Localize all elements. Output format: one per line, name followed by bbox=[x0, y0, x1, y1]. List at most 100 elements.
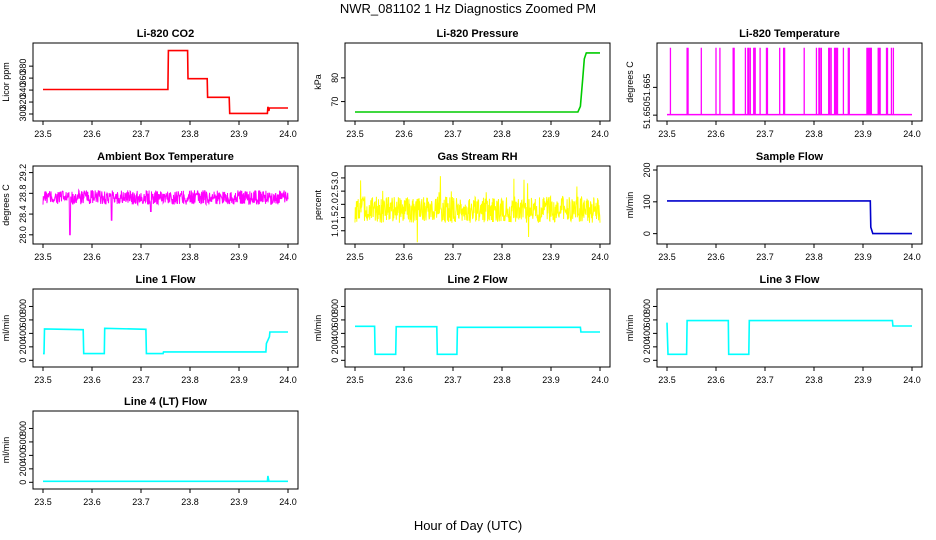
series-line bbox=[667, 200, 912, 235]
panel-1: Li-820 CO2 Licor ppm 23.5 23.6 23.7 23.8 23.9 2… bbox=[1, 28, 299, 139]
y-tick-label: 600 bbox=[642, 312, 652, 327]
panel-title: Li-820 Pressure bbox=[437, 28, 519, 40]
x-tick-label: 24.0 bbox=[279, 497, 297, 507]
x-tick-label: 23.6 bbox=[707, 129, 725, 139]
figure-title: NWR_081102 1 Hz Diagnostics Zoomed PM bbox=[339, 1, 597, 16]
x-tick-label: 23.7 bbox=[444, 252, 462, 262]
x-tick-label: 23.9 bbox=[230, 129, 248, 139]
x-tick-label: 24.0 bbox=[279, 375, 297, 385]
panel-title: Line 1 Flow bbox=[136, 274, 196, 286]
y-tick-label: 320 bbox=[18, 95, 28, 110]
series-line bbox=[43, 475, 288, 483]
y-axis-label: percent bbox=[313, 189, 323, 220]
y-tick-label: 200 bbox=[18, 339, 28, 354]
x-tick-label: 23.8 bbox=[493, 375, 511, 385]
plot-frame bbox=[344, 42, 611, 122]
panel-title: Line 4 (LT) Flow bbox=[124, 396, 207, 408]
x-tick-label: 23.6 bbox=[83, 497, 101, 507]
x-tick-label: 23.7 bbox=[132, 375, 150, 385]
y-tick-label: 29.2 bbox=[18, 164, 28, 182]
x-tick-label: 23.8 bbox=[181, 375, 199, 385]
y-tick-label: 800 bbox=[642, 299, 652, 314]
plot-frame bbox=[32, 42, 299, 122]
x-tick-label: 23.9 bbox=[542, 252, 560, 262]
y-tick-label: 0 bbox=[642, 231, 652, 236]
x-tick-label: 23.9 bbox=[230, 497, 248, 507]
panel-10: Line 4 (LT) Flow ml/min 23.5 23.6 23.7 23.8 23… bbox=[1, 396, 299, 507]
x-tick-label: 23.5 bbox=[34, 252, 52, 262]
x-tick-label: 23.6 bbox=[83, 375, 101, 385]
y-tick-label: 600 bbox=[18, 434, 28, 449]
y-tick-label: 28.8 bbox=[18, 185, 28, 203]
x-tick-label: 23.7 bbox=[756, 252, 774, 262]
x-tick-label: 23.8 bbox=[181, 129, 199, 139]
plot-frame bbox=[656, 42, 923, 122]
panel-title: Li-820 CO2 bbox=[137, 28, 194, 40]
y-tick-label: 3.0 bbox=[330, 172, 340, 185]
y-tick-label: 800 bbox=[18, 421, 28, 436]
x-tick-label: 23.5 bbox=[658, 252, 676, 262]
series-line bbox=[43, 327, 288, 355]
x-tick-label: 23.5 bbox=[346, 252, 364, 262]
series-line bbox=[355, 325, 600, 356]
y-tick-label: 0 bbox=[18, 480, 28, 485]
x-tick-label: 23.7 bbox=[132, 497, 150, 507]
x-axis-title: Hour of Day (UTC) bbox=[413, 518, 523, 533]
x-tick-label: 23.7 bbox=[756, 129, 774, 139]
x-tick-label: 23.5 bbox=[34, 497, 52, 507]
x-tick-label: 23.8 bbox=[805, 375, 823, 385]
y-tick-label: 400 bbox=[330, 326, 340, 341]
y-axis-label: Licor ppm bbox=[1, 62, 11, 102]
y-axis-label: kPa bbox=[313, 74, 323, 90]
y-axis-label: ml/min bbox=[625, 192, 635, 219]
plot-frame bbox=[656, 288, 923, 368]
y-axis-label: degrees C bbox=[1, 184, 11, 226]
x-tick-label: 23.8 bbox=[805, 252, 823, 262]
y-tick-label: 380 bbox=[18, 59, 28, 74]
x-tick-label: 23.6 bbox=[707, 252, 725, 262]
panel-8: Line 2 Flow ml/min 23.5 23.6 23.7 23.8 23.9 24.… bbox=[313, 274, 611, 385]
plot-frame bbox=[344, 165, 611, 245]
x-tick-label: 24.0 bbox=[279, 129, 297, 139]
x-tick-label: 23.6 bbox=[395, 252, 413, 262]
y-tick-label: 400 bbox=[18, 448, 28, 463]
x-tick-label: 23.8 bbox=[181, 497, 199, 507]
panel-6: Sample Flow ml/min 23.5 23.6 23.7 23.8 23.9 24.… bbox=[625, 151, 923, 262]
panel-title: Li-820 Temperature bbox=[739, 28, 840, 40]
y-axis-label: ml/min bbox=[625, 315, 635, 342]
x-tick-label: 24.0 bbox=[591, 375, 609, 385]
x-tick-label: 23.8 bbox=[805, 129, 823, 139]
y-tick-label: 1.5 bbox=[330, 211, 340, 224]
y-tick-label: 340 bbox=[18, 83, 28, 98]
x-tick-label: 23.5 bbox=[34, 129, 52, 139]
x-tick-label: 23.5 bbox=[346, 129, 364, 139]
x-tick-label: 23.5 bbox=[658, 375, 676, 385]
y-tick-label: 360 bbox=[18, 71, 28, 86]
x-tick-label: 23.8 bbox=[493, 252, 511, 262]
x-tick-label: 23.6 bbox=[83, 129, 101, 139]
y-tick-label: 80 bbox=[330, 73, 340, 83]
x-tick-label: 23.9 bbox=[230, 252, 248, 262]
x-tick-label: 23.6 bbox=[395, 129, 413, 139]
x-tick-label: 23.7 bbox=[756, 375, 774, 385]
y-tick-label: 400 bbox=[642, 326, 652, 341]
x-tick-label: 23.9 bbox=[854, 129, 872, 139]
x-tick-label: 23.6 bbox=[83, 252, 101, 262]
series-line bbox=[355, 52, 600, 113]
y-tick-label: 400 bbox=[18, 326, 28, 341]
x-tick-label: 24.0 bbox=[279, 252, 297, 262]
plot-frame bbox=[32, 165, 299, 245]
plot-frame bbox=[656, 165, 923, 245]
panel-5: Gas Stream RH percent 23.5 23.6 23.7 23.8 23.9… bbox=[313, 151, 611, 262]
panel-title: Ambient Box Temperature bbox=[97, 151, 234, 163]
panel-3: Li-820 Temperature degrees C 23.5 23.6 23.7 2… bbox=[625, 28, 923, 139]
y-tick-label: 300 bbox=[18, 106, 28, 121]
y-tick-label: 28.4 bbox=[18, 205, 28, 223]
plot-frame bbox=[32, 410, 299, 490]
x-tick-label: 24.0 bbox=[903, 375, 921, 385]
series-line bbox=[666, 319, 912, 356]
y-tick-label: 800 bbox=[330, 299, 340, 314]
y-tick-label: 600 bbox=[330, 312, 340, 327]
x-tick-label: 23.5 bbox=[34, 375, 52, 385]
y-tick-label: 200 bbox=[330, 339, 340, 354]
